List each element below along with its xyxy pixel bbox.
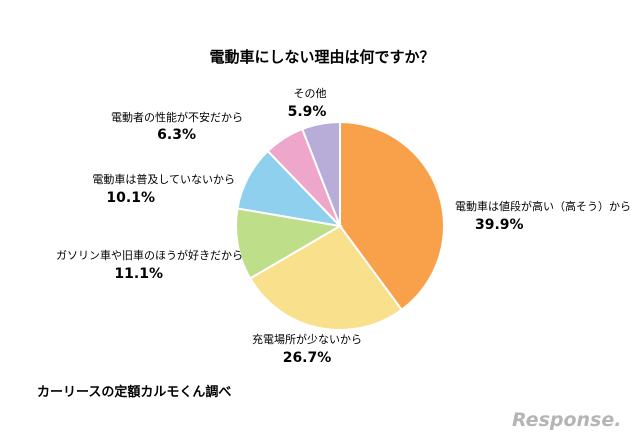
pie-slice-2 — [235, 207, 343, 280]
slice-value-1: 26.7% — [283, 350, 332, 366]
slice-value-4: 6.3% — [157, 127, 196, 143]
slice-label-1: 充電場所が少ないから — [252, 332, 362, 346]
slice-value-2: 11.1% — [114, 266, 163, 282]
pie-slices — [235, 120, 445, 332]
slice-label-4: 電動者の性能が不安だから — [111, 110, 243, 124]
pie-slice-0 — [339, 120, 445, 312]
slice-value-3: 10.1% — [106, 190, 155, 206]
slice-label-2: ガソリン車や旧車のほうが好きだから — [56, 248, 243, 262]
slice-label-0: 電動車は値段が高い（高そう）から — [455, 199, 631, 213]
chart-title: 電動車にしない理由は何ですか？ — [209, 48, 434, 66]
source-note: カーリースの定額カルモくん調べ — [37, 384, 231, 400]
slice-value-0: 39.9% — [475, 217, 524, 233]
pie-slice-5 — [301, 120, 341, 227]
pie-slice-1 — [248, 224, 404, 332]
slice-label-5: その他 — [294, 87, 327, 100]
slice-value-5: 5.9% — [288, 104, 327, 120]
slice-label-3: 電動車は普及していないから — [92, 172, 235, 186]
brand-logo: Response. — [512, 409, 621, 431]
brand-logo-text: Response. — [512, 409, 621, 431]
